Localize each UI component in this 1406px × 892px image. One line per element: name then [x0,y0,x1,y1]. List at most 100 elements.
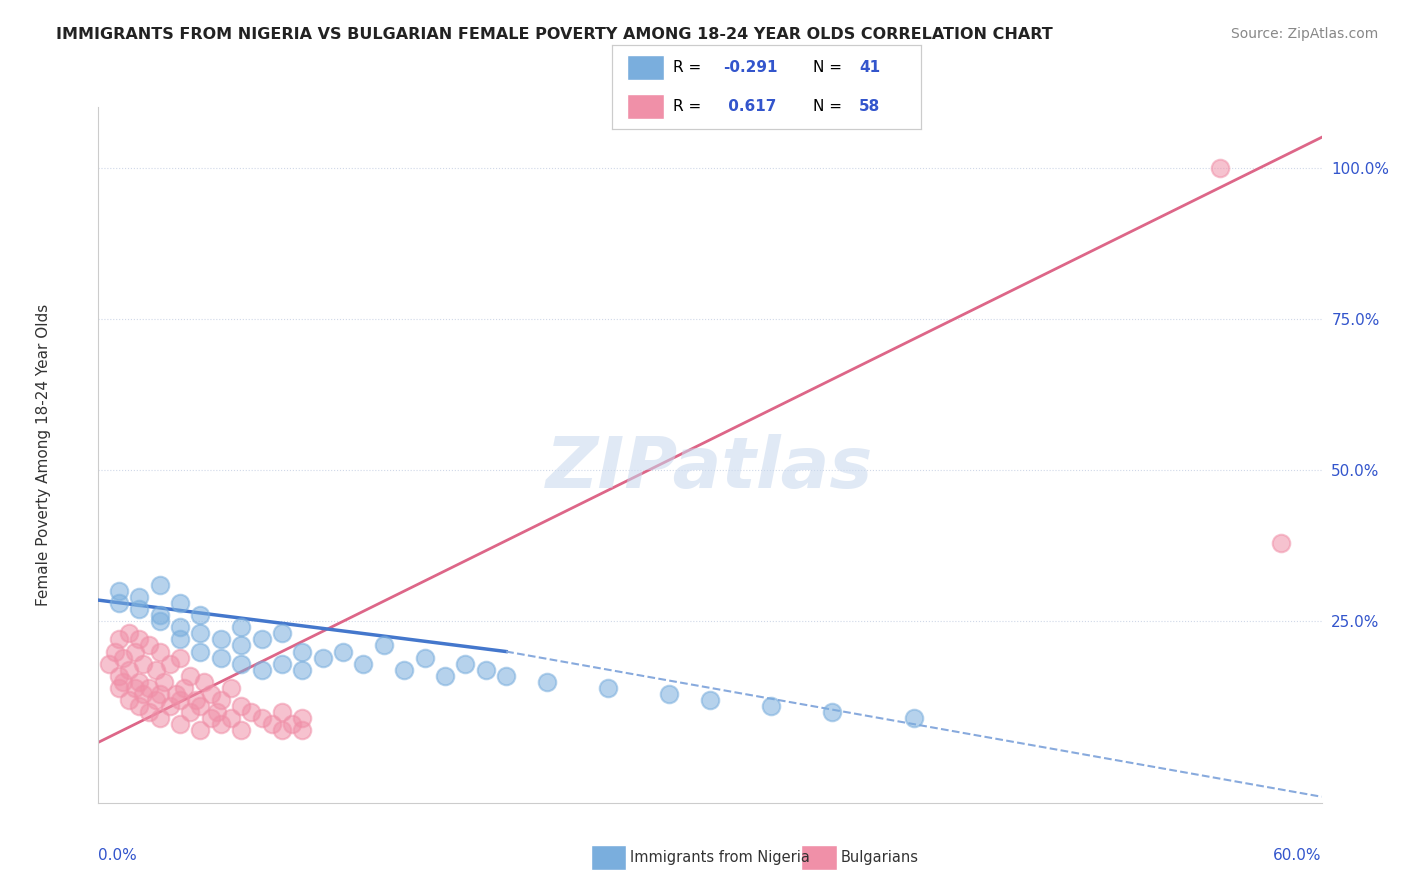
Point [1270,535,1292,549]
Point [205,705,228,719]
Point [108,596,131,610]
Point [658,687,681,701]
Point [159,657,181,671]
Point [118,626,141,640]
Text: N =: N = [813,99,846,114]
Point [128,590,150,604]
Point [270,723,294,738]
Point [209,693,232,707]
Point [474,663,498,677]
Point [179,669,201,683]
Point [145,693,167,707]
Bar [627,54,664,80]
Point [250,711,273,725]
Point [108,632,131,647]
Point [193,674,215,689]
Point [392,663,416,677]
Point [495,669,517,683]
Text: 60.0%: 60.0% [1274,848,1322,863]
Point [169,620,191,634]
Point [312,650,335,665]
Point [188,723,212,738]
Point [188,644,212,658]
Point [169,596,191,610]
Point [149,687,172,701]
Point [124,681,146,695]
Point [536,674,558,689]
Point [200,711,222,725]
Text: ZIPatlas: ZIPatlas [547,434,873,503]
Text: Bulgarians: Bulgarians [841,850,918,864]
Text: 58: 58 [859,99,880,114]
Point [149,615,172,629]
Point [124,644,146,658]
Text: 41: 41 [859,60,880,75]
Text: 0.617: 0.617 [723,99,776,114]
Bar [627,94,664,120]
Text: 0.0%: 0.0% [98,848,138,863]
Point [761,698,783,713]
Point [173,681,195,695]
Point [219,681,242,695]
Text: Source: ZipAtlas.com: Source: ZipAtlas.com [1230,27,1378,41]
Point [434,669,457,683]
Point [188,608,212,623]
Point [373,639,395,653]
Point [240,705,263,719]
Point [188,626,212,640]
Text: N =: N = [813,60,846,75]
Point [111,650,134,665]
Point [231,639,253,653]
Point [332,644,354,658]
Point [169,717,191,731]
Point [138,639,160,653]
Point [260,717,283,731]
Point [138,681,160,695]
Point [454,657,477,671]
Point [169,693,191,707]
Point [291,723,314,738]
Point [250,632,273,647]
Point [186,693,208,707]
Point [149,644,172,658]
Point [104,644,127,658]
Text: Female Poverty Among 18-24 Year Olds: Female Poverty Among 18-24 Year Olds [37,304,51,606]
Point [231,698,253,713]
Point [231,620,253,634]
Point [291,711,314,725]
Point [118,693,141,707]
Point [219,711,242,725]
Point [108,669,131,683]
Point [270,705,294,719]
Point [108,681,131,695]
Point [270,626,294,640]
Point [108,584,131,599]
Point [250,663,273,677]
Point [149,608,172,623]
Point [165,687,187,701]
Point [128,632,150,647]
Point [270,657,294,671]
Point [209,650,232,665]
Point [1209,161,1232,175]
Point [128,698,150,713]
Text: IMMIGRANTS FROM NIGERIA VS BULGARIAN FEMALE POVERTY AMONG 18-24 YEAR OLDS CORREL: IMMIGRANTS FROM NIGERIA VS BULGARIAN FEM… [56,27,1053,42]
Point [352,657,374,671]
Point [132,657,155,671]
Point [169,632,191,647]
Point [291,644,314,658]
Point [188,698,212,713]
Text: Immigrants from Nigeria: Immigrants from Nigeria [630,850,810,864]
Point [231,657,253,671]
Point [111,674,134,689]
Point [145,663,167,677]
Point [821,705,844,719]
Point [149,578,172,592]
Point [149,711,172,725]
Point [209,717,232,731]
Point [699,693,721,707]
Point [598,681,620,695]
Point [132,687,155,701]
Text: R =: R = [673,99,707,114]
Point [209,632,232,647]
